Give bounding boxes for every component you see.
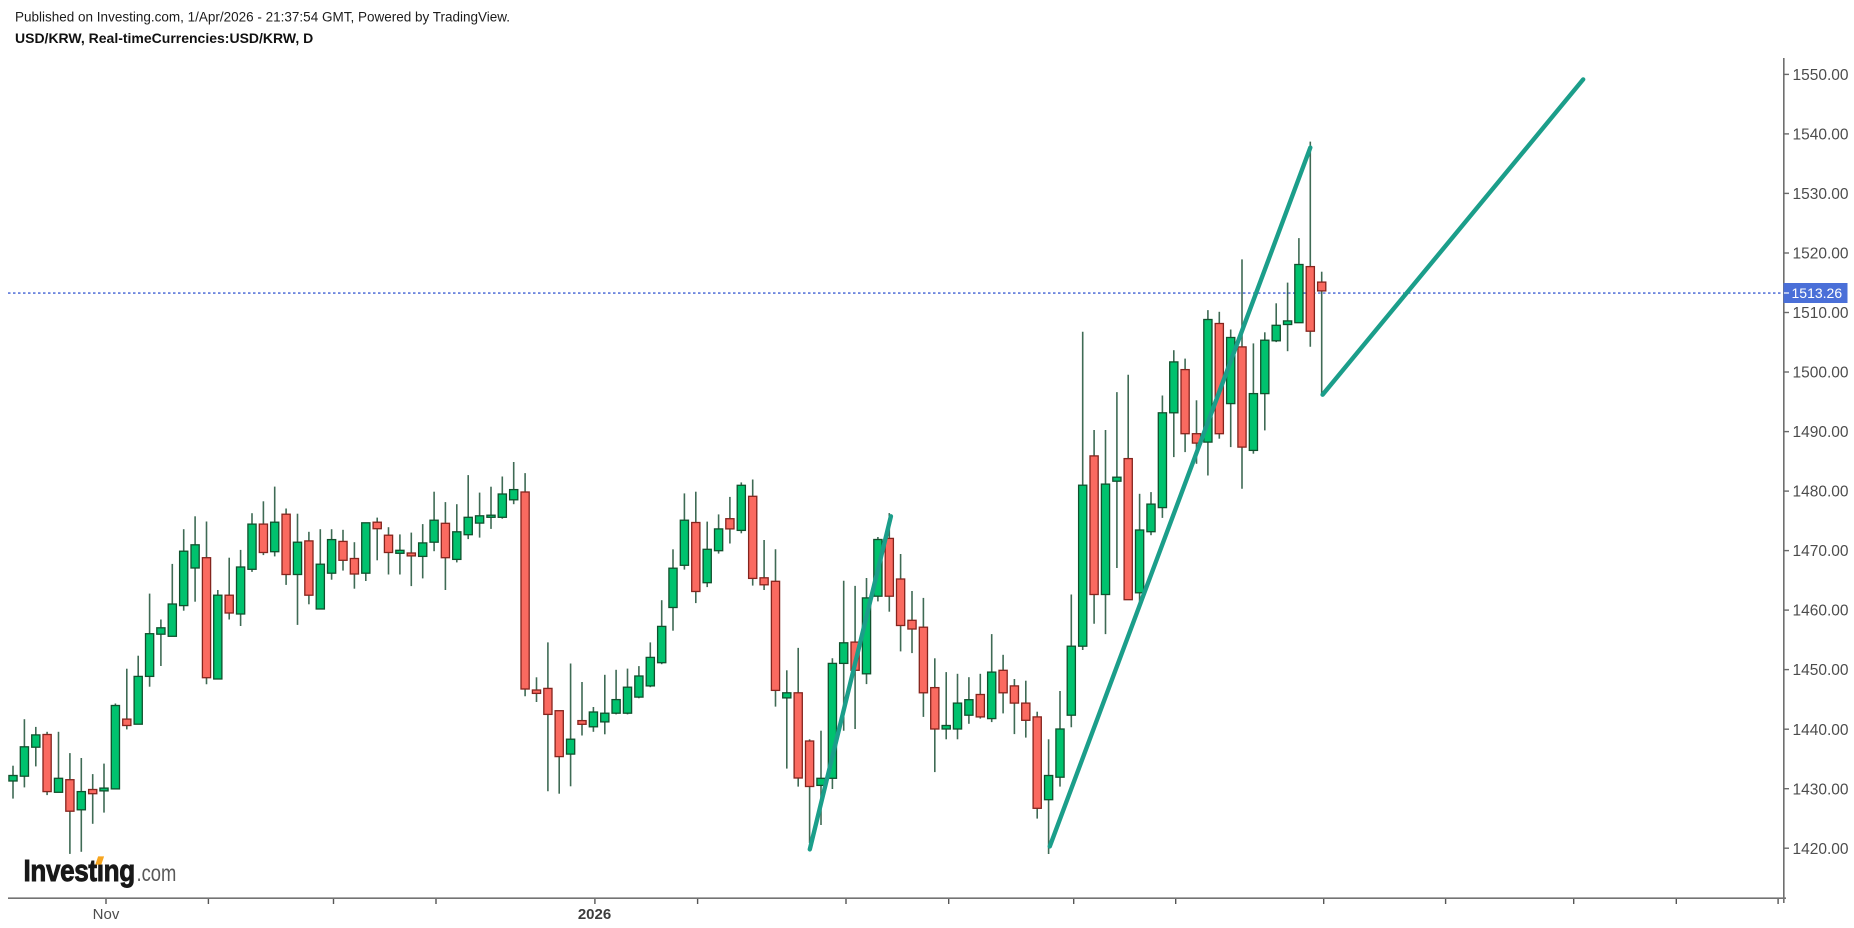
svg-text:Nov: Nov — [93, 906, 120, 923]
svg-text:1520.00: 1520.00 — [1793, 246, 1849, 263]
svg-text:1480.00: 1480.00 — [1793, 484, 1849, 501]
svg-text:1513.26: 1513.26 — [1792, 285, 1843, 301]
svg-text:1490.00: 1490.00 — [1793, 424, 1849, 441]
svg-text:1460.00: 1460.00 — [1793, 603, 1849, 620]
svg-text:2026: 2026 — [578, 906, 611, 923]
svg-text:1450.00: 1450.00 — [1793, 662, 1849, 679]
svg-text:Investıng: Investıng — [24, 854, 135, 888]
svg-text:1420.00: 1420.00 — [1793, 841, 1849, 858]
svg-text:.com: .com — [137, 861, 177, 886]
svg-text:1500.00: 1500.00 — [1793, 365, 1849, 382]
svg-text:1510.00: 1510.00 — [1793, 305, 1849, 322]
svg-text:1470.00: 1470.00 — [1793, 543, 1849, 560]
svg-text:1430.00: 1430.00 — [1793, 781, 1849, 798]
svg-text:1530.00: 1530.00 — [1793, 186, 1849, 203]
svg-text:1540.00: 1540.00 — [1793, 127, 1849, 144]
svg-text:1550.00: 1550.00 — [1793, 67, 1849, 84]
svg-text:USD/KRW, Real-timeCurrencies:U: USD/KRW, Real-timeCurrencies:USD/KRW, D — [15, 30, 313, 46]
svg-text:1440.00: 1440.00 — [1793, 722, 1849, 739]
svg-text:Published on Investing.com, 1/: Published on Investing.com, 1/Apr/2026 -… — [15, 10, 510, 25]
